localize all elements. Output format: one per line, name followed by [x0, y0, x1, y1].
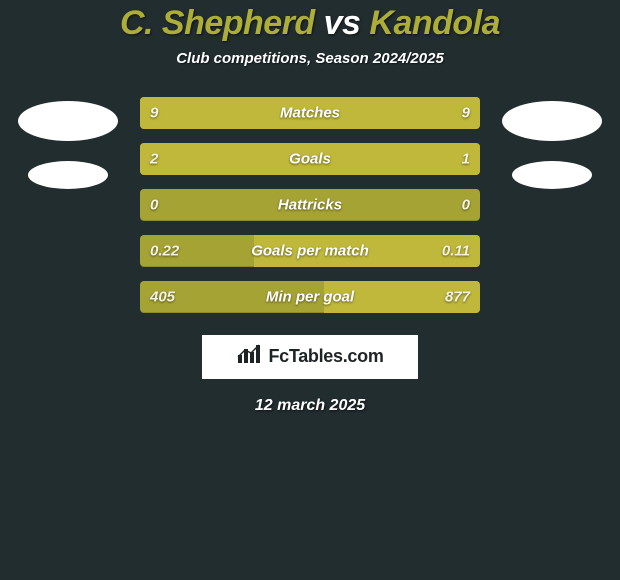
bar-chart-icon — [236, 343, 262, 370]
stat-value-left: 2 — [150, 150, 158, 167]
brand-text: FcTables.com — [268, 346, 383, 367]
stat-value-right: 877 — [445, 288, 470, 305]
player-left-jersey-placeholder — [18, 101, 118, 141]
date-line: 12 march 2025 — [0, 397, 620, 415]
stat-row: 9Matches9 — [140, 97, 480, 129]
right-side — [492, 97, 612, 189]
club-right-badge-placeholder — [512, 161, 592, 189]
club-left-badge-placeholder — [28, 161, 108, 189]
title-block: C. Shepherd vs Kandola — [0, 0, 620, 42]
stat-value-right: 9 — [462, 104, 470, 121]
stat-value-left: 9 — [150, 104, 158, 121]
stat-value-left: 0.22 — [150, 242, 179, 259]
stat-label: Hattricks — [140, 196, 480, 213]
stat-value-left: 405 — [150, 288, 175, 305]
title-left: C. Shepherd — [120, 4, 315, 42]
stat-row: 405Min per goal877 — [140, 281, 480, 313]
subtitle: Club competitions, Season 2024/2025 — [0, 50, 620, 67]
stat-row: 0Hattricks0 — [140, 189, 480, 221]
stat-value-right: 1 — [462, 150, 470, 167]
compare-area: 9Matches9 2Goals1 0Hattricks0 0.22Goals per… — [0, 97, 620, 313]
stat-value-left: 0 — [150, 196, 158, 213]
stat-value-right: 0.11 — [442, 242, 470, 259]
stat-fill-right — [140, 97, 480, 129]
page-title: C. Shepherd vs Kandola — [0, 6, 620, 42]
stat-row: 2Goals1 — [140, 143, 480, 175]
left-side — [8, 97, 128, 189]
title-right: Kandola — [369, 4, 500, 42]
stat-row: 0.22Goals per match0.11 — [140, 235, 480, 267]
title-vs: vs — [315, 4, 370, 42]
brand-logo: FcTables.com — [202, 335, 418, 379]
stat-fill-right — [140, 143, 480, 175]
stat-rows: 9Matches9 2Goals1 0Hattricks0 0.22Goals per… — [140, 97, 480, 313]
stat-value-right: 0 — [462, 196, 470, 213]
player-right-jersey-placeholder — [502, 101, 602, 141]
